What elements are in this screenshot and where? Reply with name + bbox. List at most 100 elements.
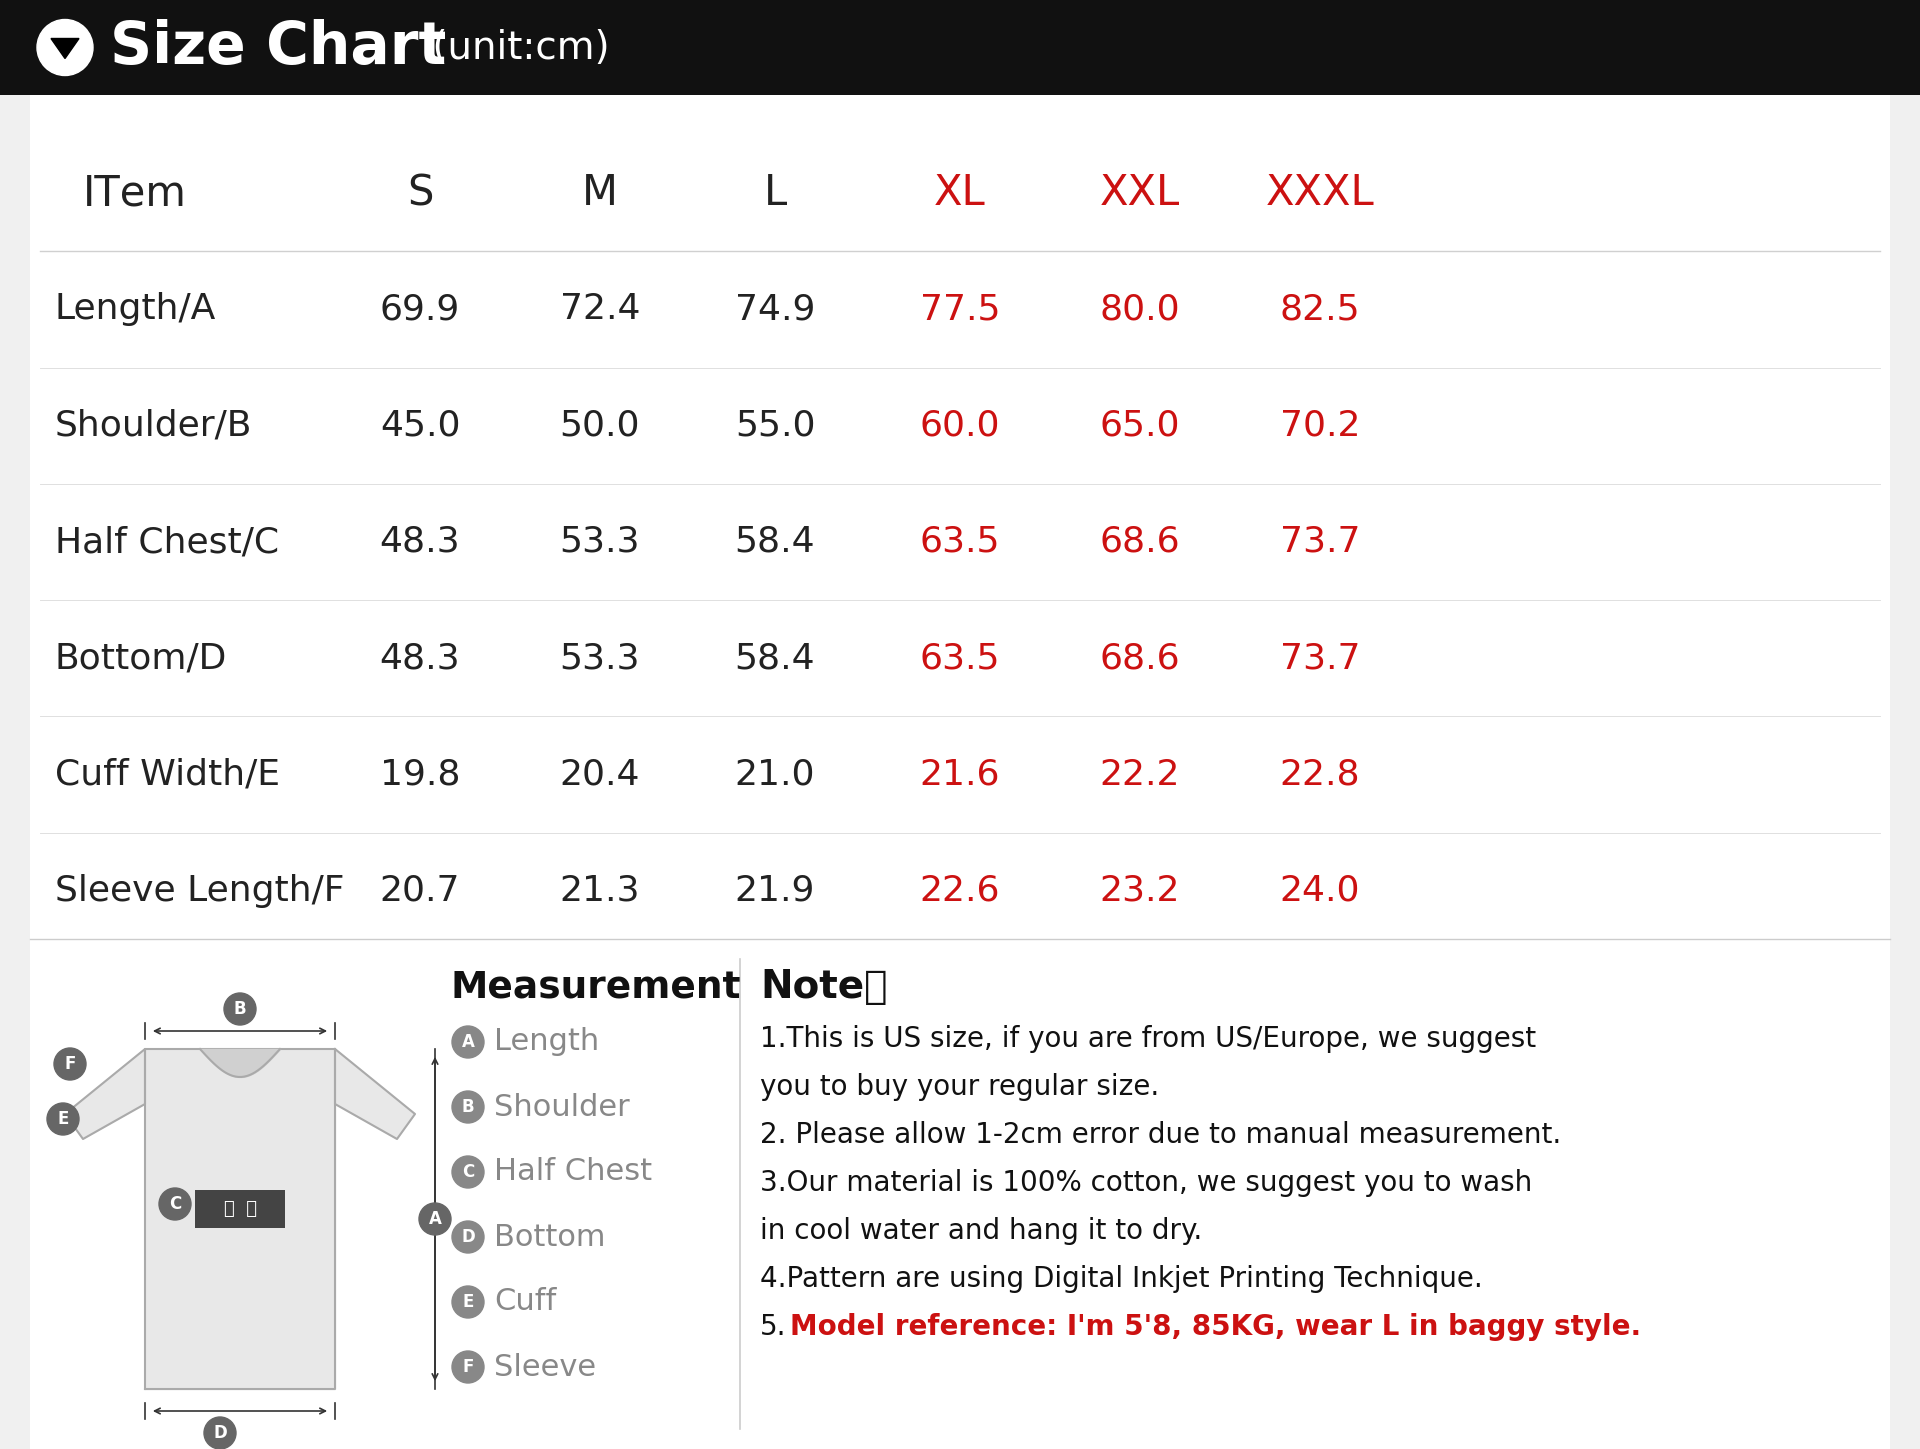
Text: A: A — [428, 1210, 442, 1227]
Text: 21.3: 21.3 — [561, 874, 639, 909]
Text: F: F — [63, 1055, 75, 1074]
Text: Shoulder: Shoulder — [493, 1093, 630, 1122]
Circle shape — [54, 1048, 86, 1080]
Text: 73.7: 73.7 — [1281, 642, 1359, 675]
Text: A: A — [461, 1033, 474, 1051]
Polygon shape — [52, 39, 79, 58]
Text: 50.0: 50.0 — [561, 409, 639, 443]
Text: XXXL: XXXL — [1265, 172, 1375, 214]
Text: 82.5: 82.5 — [1281, 293, 1359, 326]
Text: Size Chart: Size Chart — [109, 19, 445, 75]
Text: XXL: XXL — [1100, 172, 1181, 214]
Text: 5.: 5. — [760, 1313, 787, 1340]
Circle shape — [225, 993, 255, 1024]
Text: 21.6: 21.6 — [920, 758, 1000, 791]
Text: D: D — [213, 1424, 227, 1442]
Text: 80.0: 80.0 — [1100, 293, 1181, 326]
Text: Bottom: Bottom — [493, 1223, 605, 1252]
Text: 19.8: 19.8 — [380, 758, 461, 791]
FancyBboxPatch shape — [31, 96, 1889, 1449]
Text: Length: Length — [493, 1027, 599, 1056]
Text: D: D — [461, 1227, 474, 1246]
Text: (unit:cm): (unit:cm) — [420, 29, 611, 67]
Circle shape — [451, 1091, 484, 1123]
Circle shape — [36, 19, 92, 75]
Text: Note：: Note： — [760, 968, 887, 1006]
FancyBboxPatch shape — [196, 1190, 284, 1227]
Text: 样  式: 样 式 — [223, 1200, 257, 1219]
Text: E: E — [463, 1293, 474, 1311]
Circle shape — [204, 1417, 236, 1449]
Text: 77.5: 77.5 — [920, 293, 1000, 326]
Text: 53.3: 53.3 — [561, 642, 639, 675]
Text: 21.0: 21.0 — [735, 758, 816, 791]
Polygon shape — [146, 1049, 334, 1390]
Text: 48.3: 48.3 — [380, 525, 461, 559]
Text: 63.5: 63.5 — [920, 525, 1000, 559]
FancyBboxPatch shape — [0, 0, 1920, 96]
Text: 74.9: 74.9 — [735, 293, 816, 326]
Text: Sleeve: Sleeve — [493, 1352, 595, 1381]
Text: Half Chest/C: Half Chest/C — [56, 525, 278, 559]
Text: 68.6: 68.6 — [1100, 642, 1181, 675]
Text: Bottom/D: Bottom/D — [56, 642, 227, 675]
Text: 20.7: 20.7 — [380, 874, 461, 909]
Circle shape — [451, 1222, 484, 1253]
Circle shape — [419, 1203, 451, 1235]
Text: F: F — [463, 1358, 474, 1377]
Circle shape — [451, 1156, 484, 1188]
Polygon shape — [65, 1049, 146, 1139]
Text: 45.0: 45.0 — [380, 409, 461, 443]
Text: 60.0: 60.0 — [920, 409, 1000, 443]
Text: Length/A: Length/A — [56, 293, 217, 326]
Text: 73.7: 73.7 — [1281, 525, 1359, 559]
Text: 22.6: 22.6 — [920, 874, 1000, 909]
Text: XL: XL — [935, 172, 985, 214]
Text: Measurement: Measurement — [449, 969, 741, 1006]
Text: 65.0: 65.0 — [1100, 409, 1181, 443]
Text: Cuff Width/E: Cuff Width/E — [56, 758, 280, 791]
Text: M: M — [582, 172, 618, 214]
Text: E: E — [58, 1110, 69, 1127]
Circle shape — [451, 1287, 484, 1319]
Text: 63.5: 63.5 — [920, 642, 1000, 675]
Text: 58.4: 58.4 — [735, 642, 816, 675]
Text: 2. Please allow 1-2cm error due to manual measurement.: 2. Please allow 1-2cm error due to manua… — [760, 1122, 1561, 1149]
Text: 22.8: 22.8 — [1281, 758, 1359, 791]
Text: C: C — [463, 1164, 474, 1181]
Text: 21.9: 21.9 — [735, 874, 816, 909]
Text: 20.4: 20.4 — [561, 758, 639, 791]
Text: B: B — [461, 1098, 474, 1116]
Text: 3.Our material is 100% cotton, we suggest you to wash: 3.Our material is 100% cotton, we sugges… — [760, 1169, 1532, 1197]
Text: 68.6: 68.6 — [1100, 525, 1181, 559]
Text: Sleeve Length/F: Sleeve Length/F — [56, 874, 344, 909]
Text: 69.9: 69.9 — [380, 293, 461, 326]
Circle shape — [159, 1188, 190, 1220]
Circle shape — [46, 1103, 79, 1135]
Text: 72.4: 72.4 — [561, 293, 639, 326]
Text: S: S — [407, 172, 434, 214]
Text: 48.3: 48.3 — [380, 642, 461, 675]
Text: 55.0: 55.0 — [735, 409, 816, 443]
Text: 22.2: 22.2 — [1100, 758, 1181, 791]
Text: Half Chest: Half Chest — [493, 1158, 653, 1187]
Text: you to buy your regular size.: you to buy your regular size. — [760, 1074, 1160, 1101]
Text: 70.2: 70.2 — [1281, 409, 1359, 443]
Polygon shape — [334, 1049, 415, 1139]
Text: 24.0: 24.0 — [1281, 874, 1359, 909]
Text: in cool water and hang it to dry.: in cool water and hang it to dry. — [760, 1217, 1202, 1245]
Text: 4.Pattern are using Digital Inkjet Printing Technique.: 4.Pattern are using Digital Inkjet Print… — [760, 1265, 1482, 1293]
Text: 53.3: 53.3 — [561, 525, 639, 559]
Text: 23.2: 23.2 — [1100, 874, 1181, 909]
Text: Cuff: Cuff — [493, 1288, 557, 1317]
Text: Model reference: I'm 5'8, 85KG, wear L in baggy style.: Model reference: I'm 5'8, 85KG, wear L i… — [789, 1313, 1642, 1340]
Text: 58.4: 58.4 — [735, 525, 816, 559]
Circle shape — [451, 1026, 484, 1058]
Text: 1.This is US size, if you are from US/Europe, we suggest: 1.This is US size, if you are from US/Eu… — [760, 1024, 1536, 1053]
Text: Shoulder/B: Shoulder/B — [56, 409, 252, 443]
Text: IТem: IТem — [83, 172, 186, 214]
Text: C: C — [169, 1195, 180, 1213]
Text: L: L — [764, 172, 787, 214]
Circle shape — [451, 1350, 484, 1382]
Text: B: B — [234, 1000, 246, 1019]
